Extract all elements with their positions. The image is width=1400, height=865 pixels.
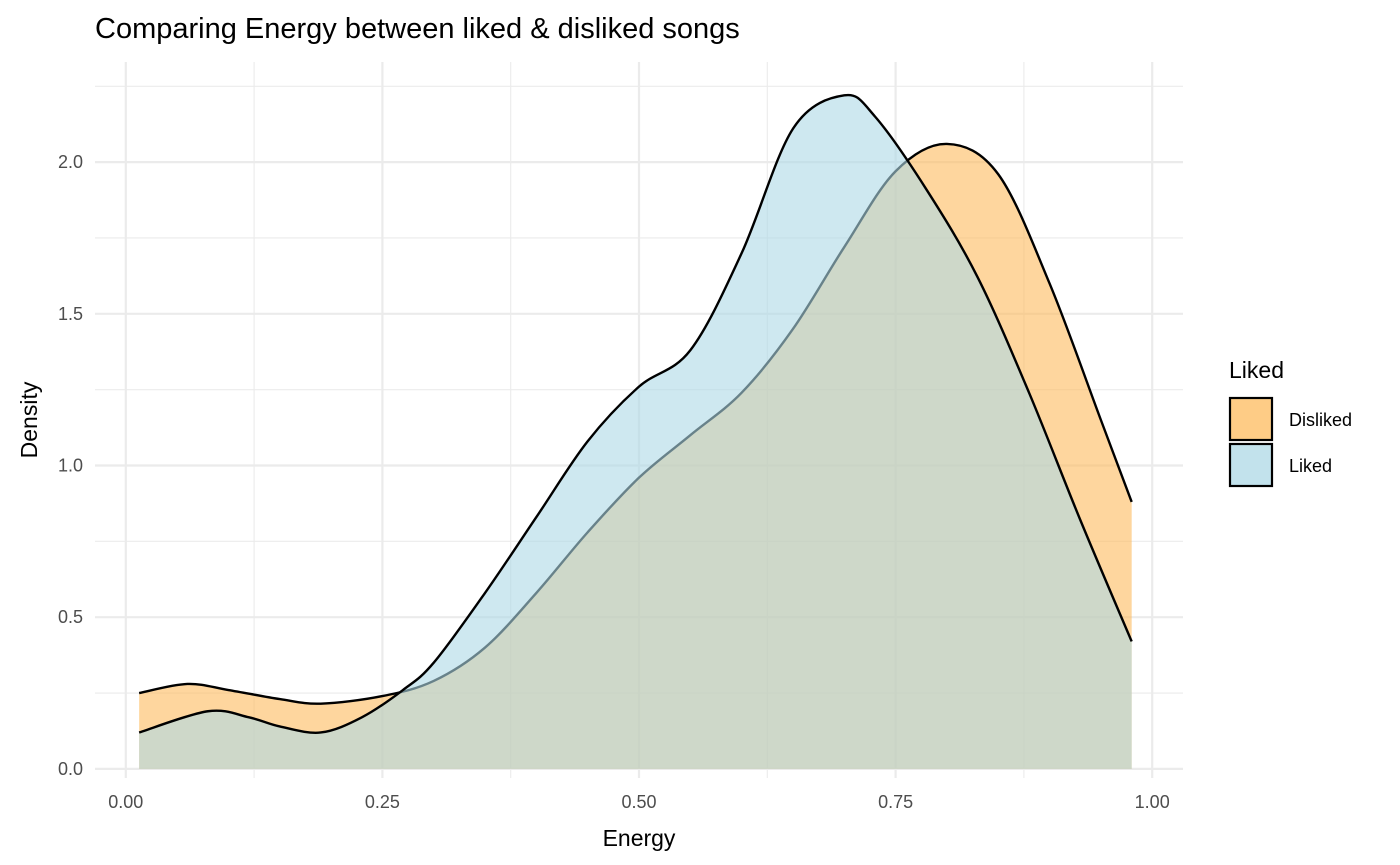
legend-title: Liked — [1229, 357, 1284, 383]
x-axis-title: Energy — [603, 825, 676, 851]
legend-swatch-disliked — [1228, 396, 1274, 442]
legend-items: Disliked Liked — [1228, 396, 1352, 488]
density-fill-liked — [139, 95, 1132, 769]
y-tick-label: 0.5 — [58, 607, 83, 627]
y-axis-title: Density — [16, 381, 42, 458]
y-tick-label: 1.0 — [58, 456, 83, 476]
y-tick-label: 1.5 — [58, 304, 83, 324]
legend: Liked Disliked Liked — [1228, 357, 1352, 488]
density-areas — [138, 93, 1133, 769]
y-axis-ticks: 0.0 0.5 1.0 1.5 2.0 — [58, 152, 83, 779]
x-tick-label: 0.75 — [878, 792, 913, 812]
x-tick-label: 1.00 — [1135, 792, 1170, 812]
y-tick-label: 2.0 — [58, 152, 83, 172]
legend-swatch-liked — [1228, 442, 1274, 488]
x-tick-label: 0.25 — [365, 792, 400, 812]
y-tick-label: 0.0 — [58, 759, 83, 779]
density-line-liked — [138, 93, 1133, 734]
x-tick-label: 0.50 — [621, 792, 656, 812]
legend-label-disliked: Disliked — [1289, 410, 1352, 430]
chart-title: Comparing Energy between liked & dislike… — [95, 13, 740, 45]
x-tick-label: 0.00 — [108, 792, 143, 812]
x-axis-ticks: 0.00 0.25 0.50 0.75 1.00 — [108, 792, 1169, 812]
legend-label-liked: Liked — [1289, 456, 1332, 476]
